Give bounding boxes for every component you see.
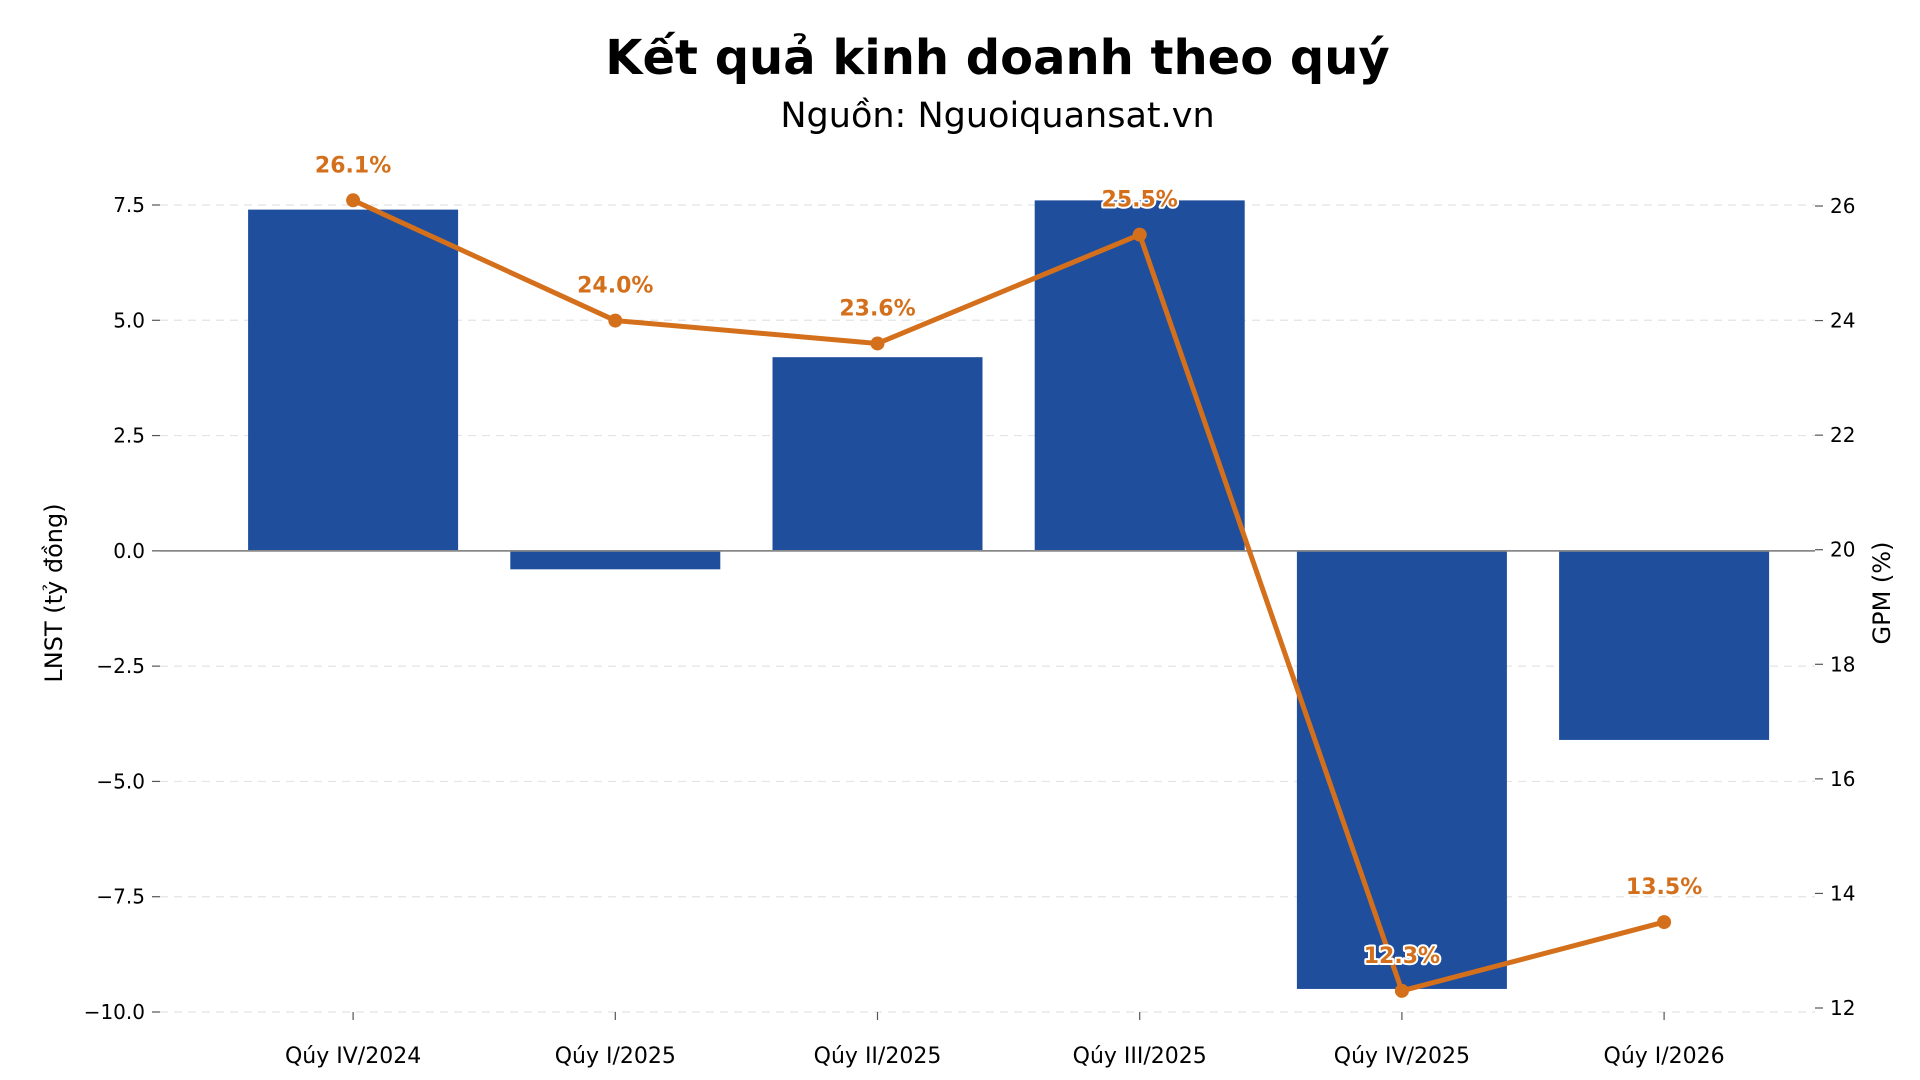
gpm-point — [346, 193, 361, 208]
bar — [1034, 200, 1245, 551]
left-axis-title: LNST (tỷ đồng) — [40, 503, 68, 682]
x-tick-label: Qúy II/2025 — [814, 1044, 942, 1069]
right-axis-title: GPM (%) — [1868, 542, 1896, 645]
left-axis: −10.0 −7.5 −5.0 −2.5 0.0 2.5 5.0 7.5 — [84, 193, 160, 1024]
gpm-point — [870, 336, 885, 351]
gpm-data-label: 23.6% — [839, 296, 915, 321]
left-tick-label: −10.0 — [84, 1000, 145, 1024]
bar — [1296, 550, 1507, 989]
bar — [510, 550, 721, 570]
gpm-data-label: 25.5% — [1102, 188, 1178, 213]
bar — [1559, 550, 1770, 740]
left-tick-label: 2.5 — [113, 424, 145, 448]
left-tick-label: −7.5 — [96, 885, 145, 909]
left-tick-label: −5.0 — [96, 769, 145, 793]
right-tick-label: 18 — [1830, 652, 1855, 676]
x-tick-label: Qúy I/2026 — [1604, 1044, 1725, 1069]
right-tick-label: 20 — [1830, 538, 1855, 562]
gpm-data-label: 13.5% — [1626, 875, 1702, 900]
left-tick-label: 5.0 — [113, 308, 145, 332]
right-tick-label: 26 — [1830, 194, 1855, 218]
gpm-point — [1132, 227, 1147, 242]
x-tick-label: Qúy III/2025 — [1073, 1044, 1207, 1069]
right-tick-label: 16 — [1830, 767, 1855, 791]
gpm-line — [350, 197, 1667, 994]
right-axis: 12 14 16 18 20 22 24 26 — [1815, 194, 1855, 1020]
data-labels: 26.1% 24.0% 23.6% 25.5% 12.3% 13.5% — [313, 151, 1704, 971]
chart-subtitle: Nguồn: Nguoiquansat.vn — [780, 96, 1215, 136]
left-tick-label: 7.5 — [113, 193, 145, 217]
grid-lines — [160, 204, 1815, 1013]
gpm-point — [608, 313, 623, 328]
right-tick-label: 14 — [1830, 881, 1855, 905]
x-tick-label: Qúy IV/2025 — [1334, 1044, 1470, 1069]
bar-series — [248, 200, 1770, 989]
bar — [772, 357, 983, 551]
left-tick-label: −2.5 — [96, 654, 145, 678]
x-tick-label: Qúy IV/2024 — [285, 1044, 421, 1069]
line-series — [346, 193, 1672, 998]
gpm-data-label: 12.3% — [1364, 944, 1440, 969]
chart-title: Kết quả kinh doanh theo quý — [605, 30, 1390, 86]
left-tick-label: 0.0 — [113, 539, 145, 563]
gpm-data-label: 26.1% — [315, 153, 391, 178]
bar — [248, 209, 459, 551]
right-tick-label: 22 — [1830, 423, 1855, 447]
right-tick-label: 12 — [1830, 996, 1855, 1020]
x-axis: Qúy IV/2024 Qúy I/2025 Qúy II/2025 Qúy III/… — [285, 1012, 1725, 1069]
gpm-point — [1657, 915, 1672, 930]
gpm-data-label: 24.0% — [577, 274, 653, 299]
x-tick-label: Qúy I/2025 — [555, 1044, 676, 1069]
right-tick-label: 24 — [1830, 309, 1855, 333]
gpm-point — [1394, 983, 1409, 998]
